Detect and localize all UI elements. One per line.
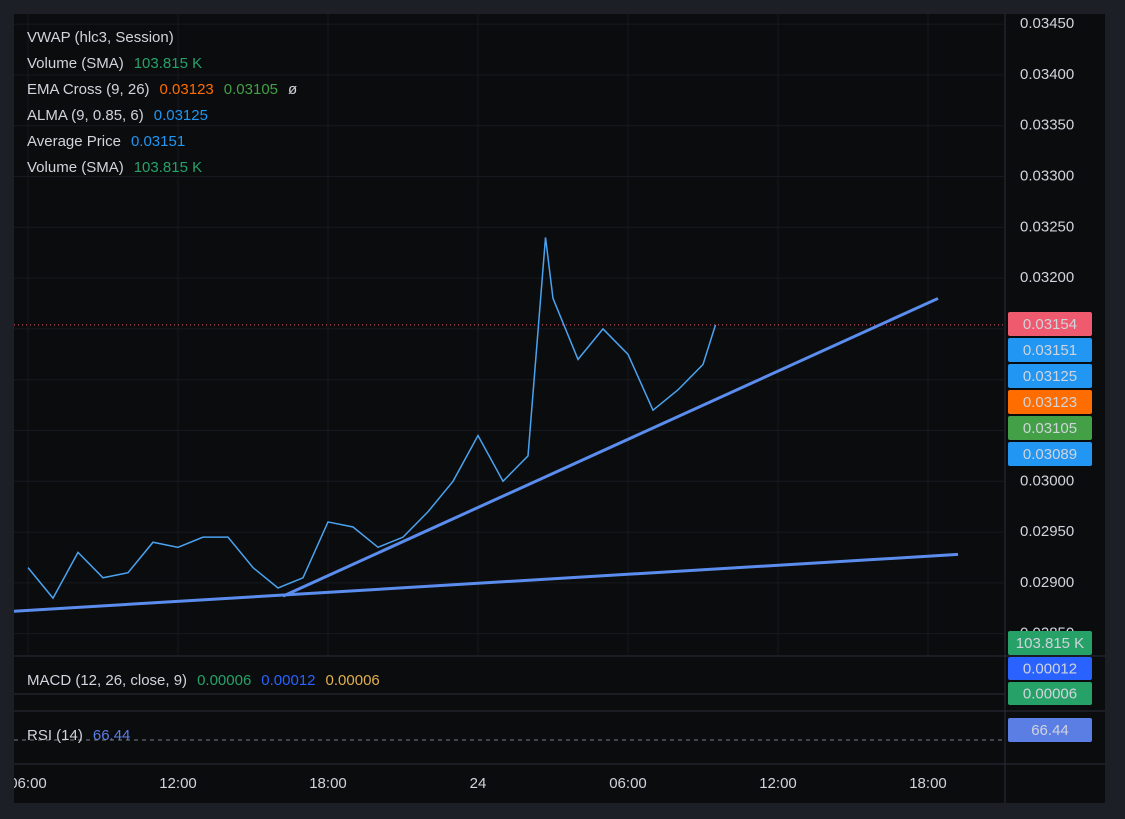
x-tick-label: 12:00 xyxy=(759,775,797,792)
y-tick-label: 0.03200 xyxy=(1020,269,1074,286)
legend-name: Average Price xyxy=(27,133,121,150)
plot-area xyxy=(14,14,1005,655)
y-tick-label: 0.02900 xyxy=(1020,574,1074,591)
legend-row: MACD (12, 26, close, 9) 0.00006 0.00012 0.0… xyxy=(27,672,380,689)
y-tick-label: 0.03400 xyxy=(1020,66,1074,83)
price-label-bg xyxy=(1008,390,1092,414)
legend-row: Volume (SMA) 103.815 K xyxy=(27,159,202,176)
legend-value: 0.03123 xyxy=(160,81,214,98)
x-tick-label: 18:00 xyxy=(909,775,947,792)
price-label-bg xyxy=(1008,312,1092,336)
price-label: 0.03125 xyxy=(1023,368,1077,385)
x-tick-label: 12:00 xyxy=(159,775,197,792)
price-label: 0.00006 xyxy=(1023,685,1077,702)
legend-name: EMA Cross (9, 26) xyxy=(27,81,150,98)
x-tick-label: 06:00 xyxy=(609,775,647,792)
x-axis: 06:00 12:00 18:00 24 06:00 12:00 18:00 xyxy=(9,775,947,792)
trendline xyxy=(282,297,939,598)
price-label: 0.03154 xyxy=(1023,316,1077,333)
price-label: 0.03123 xyxy=(1023,394,1077,411)
y-tick-label: 0.03300 xyxy=(1020,168,1074,185)
legend-value: 66.44 xyxy=(93,727,131,744)
y-tick-label: 0.03000 xyxy=(1020,472,1074,489)
legend-value: 103.815 K xyxy=(134,159,202,176)
legend-row: Volume (SMA) 103.815 K xyxy=(27,55,202,72)
price-label-bg xyxy=(1008,682,1092,705)
legend-value: 0.00012 xyxy=(261,672,315,689)
legend-row: EMA Cross (9, 26) 0.03123 0.03105 ø xyxy=(27,81,297,98)
legend-value: 0.03105 xyxy=(224,81,278,98)
legend-name: ALMA (9, 0.85, 6) xyxy=(27,107,144,124)
price-label-bg xyxy=(1008,657,1092,680)
y-tick-label: 0.02950 xyxy=(1020,523,1074,540)
price-label-bg xyxy=(1008,416,1092,440)
legend-row: ALMA (9, 0.85, 6) 0.03125 xyxy=(27,107,208,124)
y-tick-label: 0.03250 xyxy=(1020,218,1074,235)
legend-value: ø xyxy=(288,81,297,98)
legend-row: Average Price 0.03151 xyxy=(27,133,185,150)
price-label-bg xyxy=(1008,364,1092,388)
price-label: 0.03089 xyxy=(1023,446,1077,463)
legend-value: 0.00006 xyxy=(197,672,251,689)
price-label: 0.03105 xyxy=(1023,420,1077,437)
legend-row: VWAP (hlc3, Session) xyxy=(27,29,174,46)
legend-value: 0.03151 xyxy=(131,133,185,150)
x-tick-label: 18:00 xyxy=(309,775,347,792)
legend-name: VWAP (hlc3, Session) xyxy=(27,29,174,46)
price-label: 66.44 xyxy=(1031,722,1069,739)
price-line xyxy=(27,237,717,600)
trendline xyxy=(14,552,959,613)
x-tick-label: 24 xyxy=(470,775,487,792)
price-label: 103.815 K xyxy=(1016,635,1084,652)
price-label-bg xyxy=(1008,631,1092,655)
price-label: 0.03151 xyxy=(1023,342,1077,359)
legend-name: Volume (SMA) xyxy=(27,159,124,176)
price-label-bg xyxy=(1008,338,1092,362)
y-tick-label: 0.03350 xyxy=(1020,117,1074,134)
x-tick-label: 06:00 xyxy=(9,775,47,792)
legend-name: MACD (12, 26, close, 9) xyxy=(27,672,187,689)
price-label-bg xyxy=(1008,442,1092,466)
legend-value: 0.00006 xyxy=(326,672,380,689)
legend-value: 0.03125 xyxy=(154,107,208,124)
price-label: 0.00012 xyxy=(1023,660,1077,677)
y-tick-label: 0.03450 xyxy=(1020,15,1074,32)
legend-value: 103.815 K xyxy=(134,55,202,72)
price-label-bg xyxy=(1008,718,1092,742)
chart-area xyxy=(14,14,1105,803)
legend-name: Volume (SMA) xyxy=(27,55,124,72)
legend-row: RSI (14) 66.44 xyxy=(27,727,130,744)
legend-name: RSI (14) xyxy=(27,727,83,744)
